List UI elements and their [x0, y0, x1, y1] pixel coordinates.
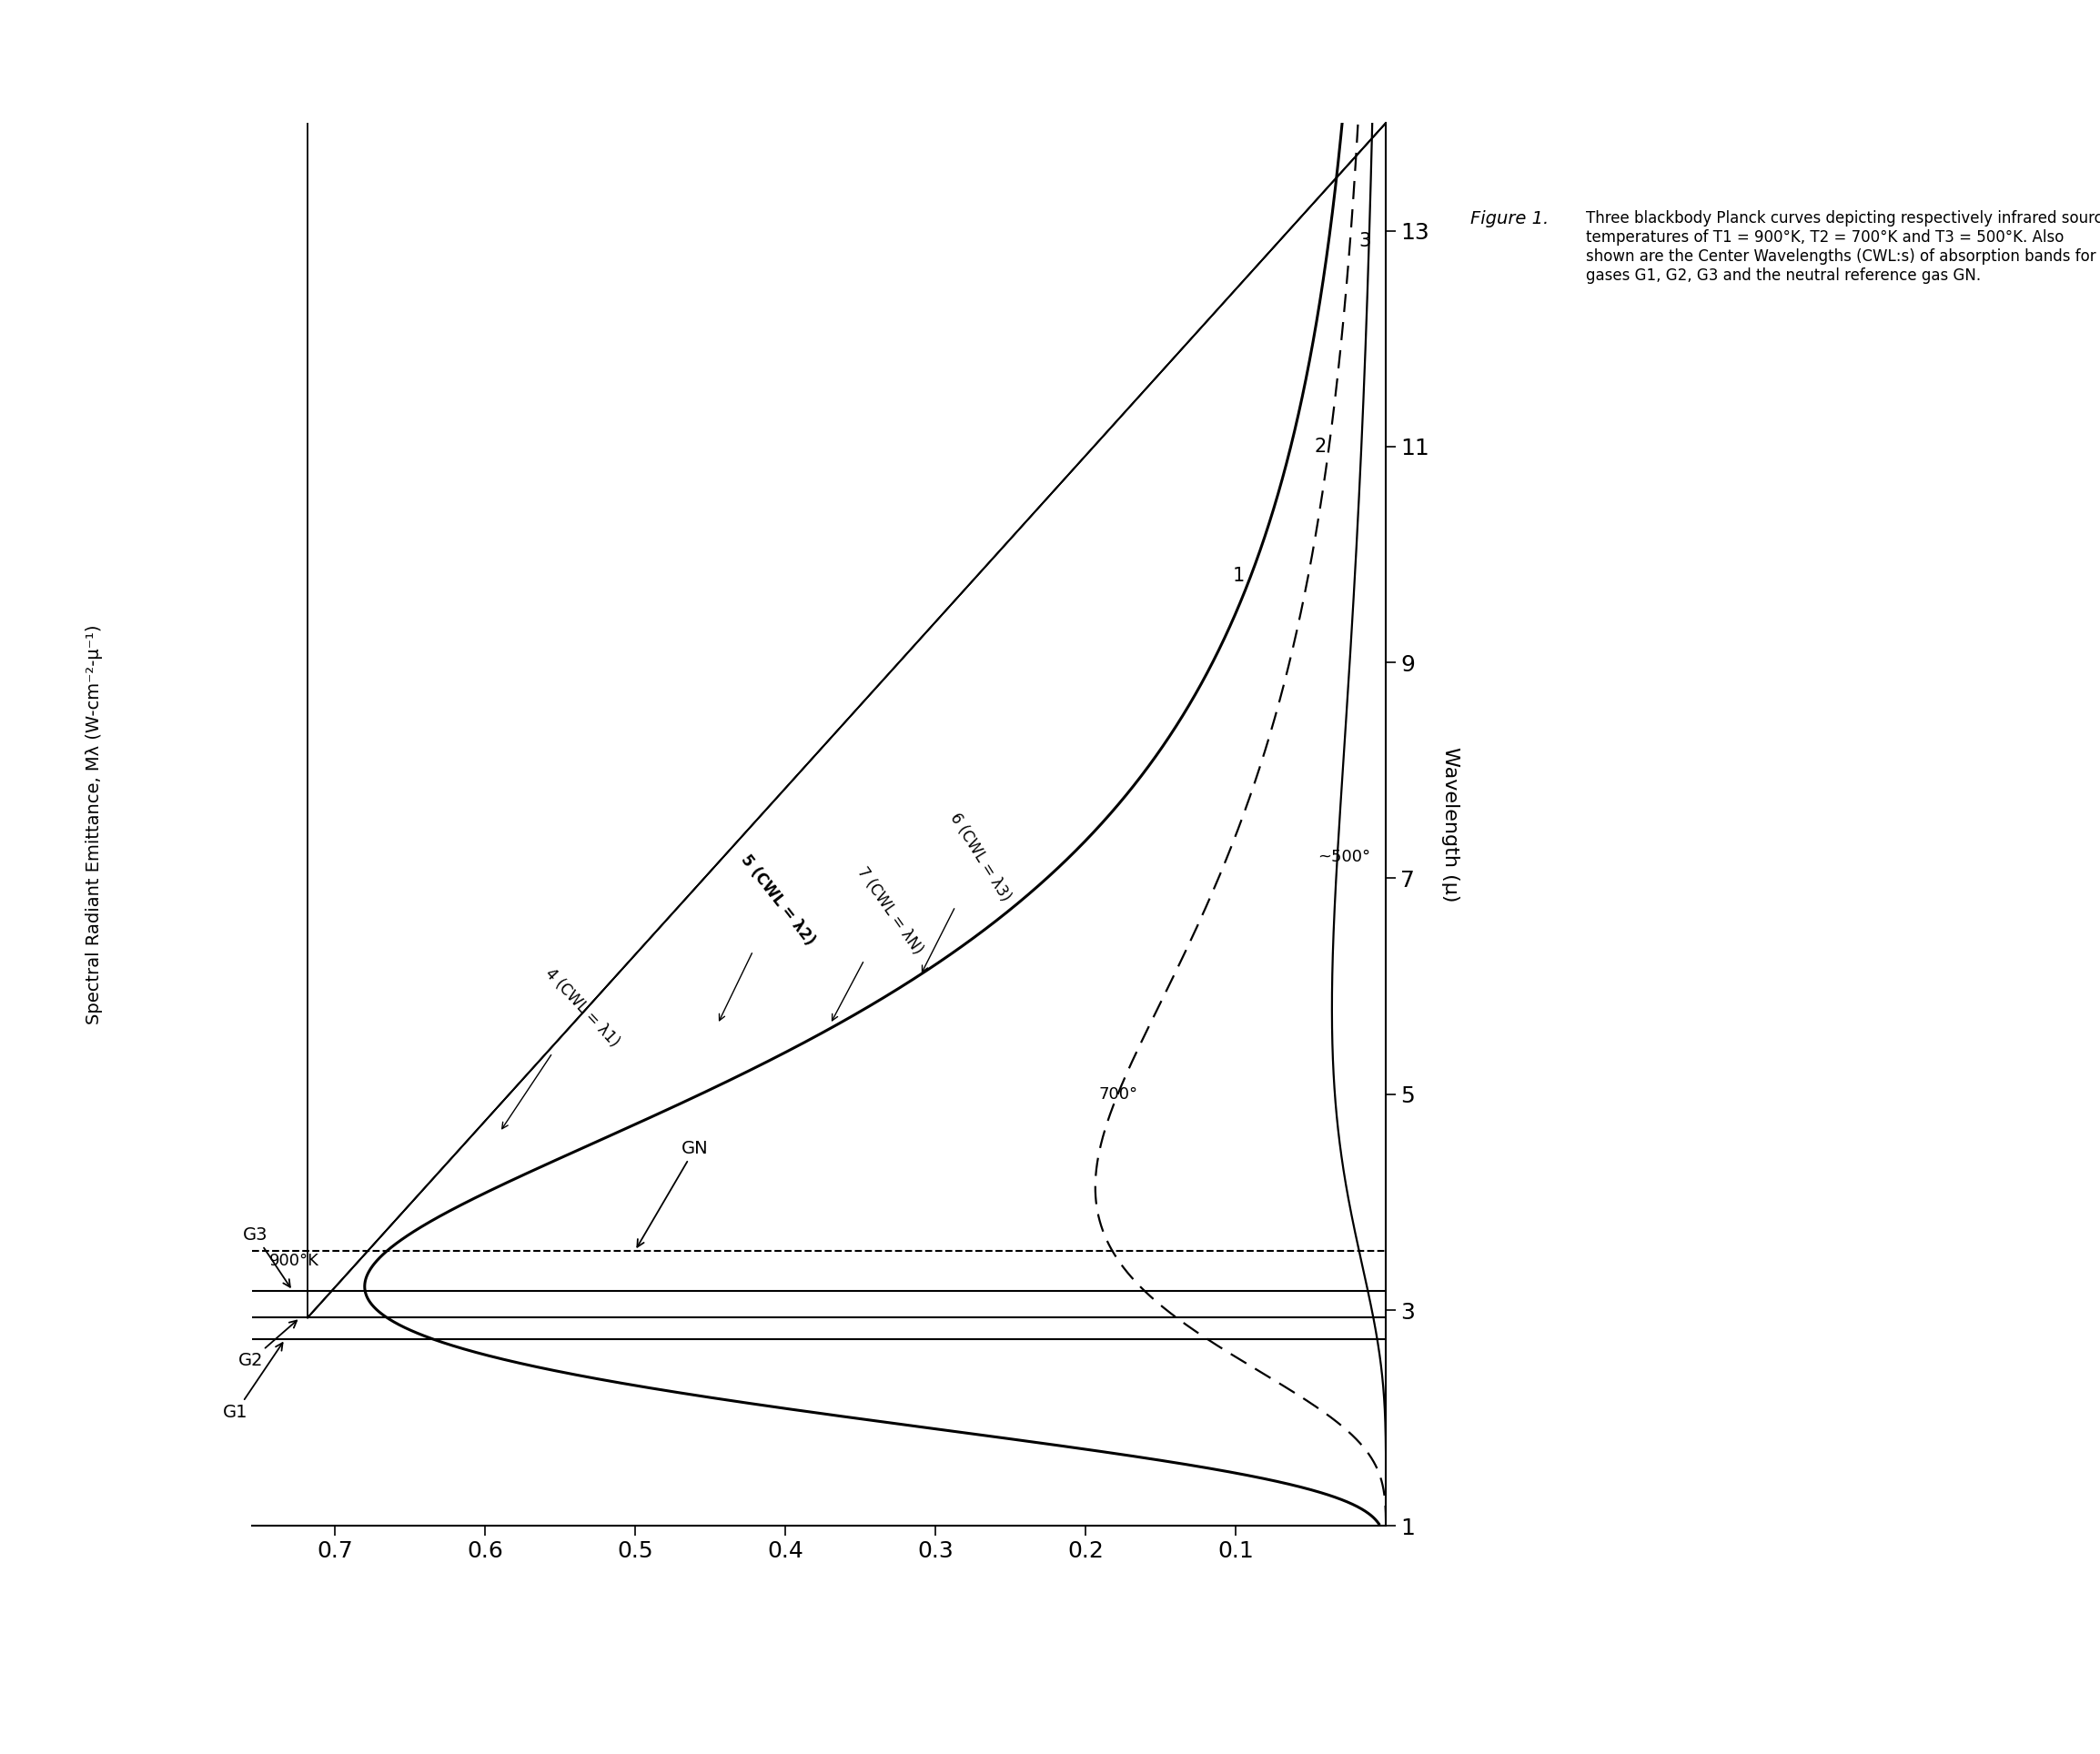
- Text: 5 (CWL = λ2): 5 (CWL = λ2): [718, 851, 819, 1021]
- Text: Three blackbody Planck curves depicting respectively infrared source
temperature: Three blackbody Planck curves depicting …: [1586, 210, 2100, 284]
- Text: Figure 1.: Figure 1.: [1470, 210, 1548, 228]
- Text: ~500°: ~500°: [1319, 849, 1371, 865]
- Text: 700°: 700°: [1098, 1086, 1138, 1103]
- Text: GN: GN: [636, 1140, 708, 1247]
- Text: G2: G2: [237, 1321, 296, 1370]
- Text: G1: G1: [223, 1344, 284, 1421]
- Text: G3: G3: [242, 1226, 290, 1287]
- Text: 6 (CWL = λ3): 6 (CWL = λ3): [922, 810, 1014, 972]
- Y-axis label: Wavelength (μ): Wavelength (μ): [1441, 747, 1460, 902]
- Text: 2: 2: [1315, 437, 1325, 456]
- Text: 3: 3: [1359, 233, 1371, 251]
- Text: Spectral Radiant Emittance, Mλ (W-cm⁻²-μ⁻¹): Spectral Radiant Emittance, Mλ (W-cm⁻²-μ…: [86, 624, 103, 1024]
- Text: 4 (CWL = λ1): 4 (CWL = λ1): [502, 965, 624, 1130]
- Text: 900°K: 900°K: [269, 1252, 319, 1270]
- Text: 7 (CWL = λN): 7 (CWL = λN): [832, 865, 926, 1021]
- Text: 1: 1: [1233, 567, 1245, 586]
